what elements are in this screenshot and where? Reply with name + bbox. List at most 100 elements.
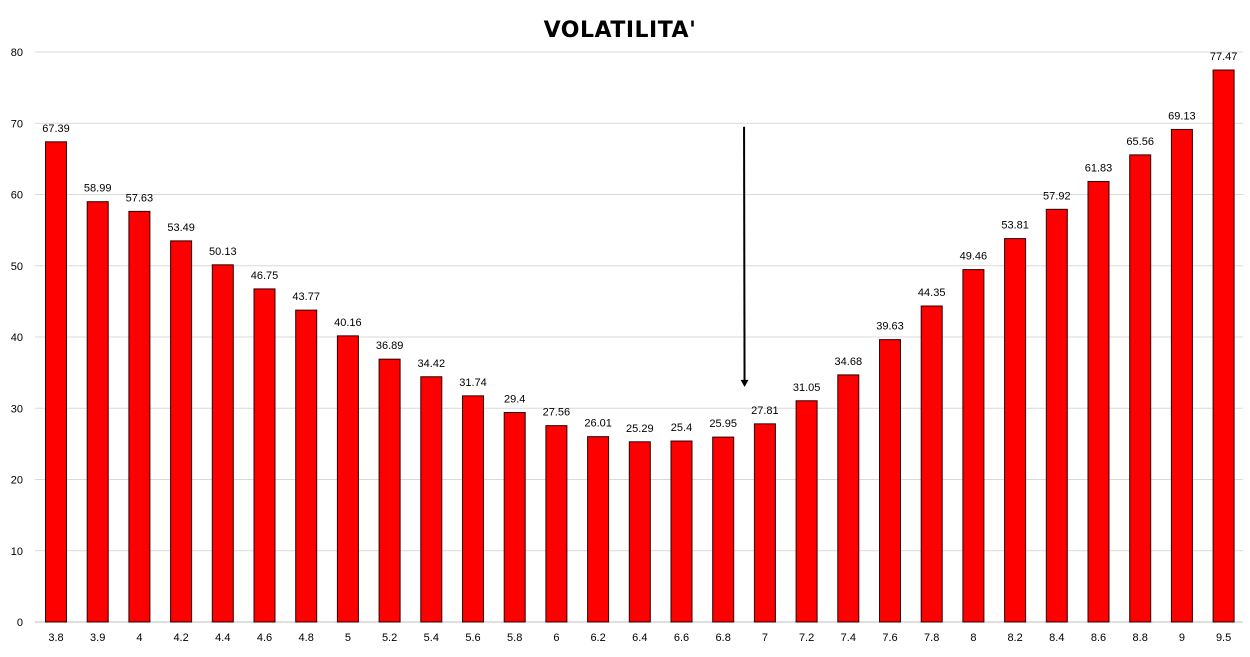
data-label: 53.49 — [167, 222, 195, 234]
bar — [45, 141, 67, 623]
data-label: 53.81 — [1001, 220, 1029, 232]
y-tick-label: 60 — [11, 190, 23, 202]
data-label: 57.92 — [1043, 190, 1071, 202]
x-tick-label: 8.6 — [1091, 632, 1106, 644]
bar — [462, 395, 484, 623]
x-tick-label: 9 — [1179, 632, 1185, 644]
data-label: 36.89 — [376, 340, 404, 352]
bar — [795, 400, 818, 623]
data-label: 49.46 — [960, 251, 988, 263]
data-label: 34.42 — [418, 358, 446, 370]
bar — [1004, 238, 1027, 623]
bar — [920, 305, 943, 623]
x-tick-label: 4.2 — [173, 632, 188, 644]
y-tick-label: 10 — [11, 546, 23, 558]
chart-title: VOLATILITA' — [543, 18, 697, 43]
y-axis-ticks: 0 10 20 30 40 50 60 70 80 — [11, 47, 23, 629]
data-label: 67.39 — [42, 123, 70, 135]
data-label: 27.81 — [751, 405, 779, 417]
bars — [45, 69, 1235, 623]
bar — [545, 425, 568, 623]
data-label: 25.29 — [626, 423, 654, 435]
bar — [336, 335, 359, 623]
bar — [1129, 154, 1152, 623]
data-label: 31.74 — [459, 377, 487, 389]
x-tick-label: 5.8 — [507, 632, 522, 644]
x-tick-label: 6.6 — [674, 632, 689, 644]
x-tick-label: 4.6 — [257, 632, 272, 644]
x-tick-label: 9.5 — [1216, 632, 1231, 644]
x-tick-label: 5.2 — [382, 632, 397, 644]
x-tick-label: 7.4 — [841, 632, 856, 644]
x-tick-label: 6.8 — [716, 632, 731, 644]
y-tick-label: 30 — [11, 403, 23, 415]
x-tick-label: 7.8 — [924, 632, 939, 644]
x-axis-ticks: 3.8 3.9 4 4.2 4.4 4.6 4.8 5 5.2 5.4 5.6 5.8 6 6.2 6.4 6… — [48, 632, 1231, 644]
bar — [712, 436, 735, 623]
x-tick-label: 3.9 — [90, 632, 105, 644]
bar — [420, 376, 443, 623]
data-label: 27.56 — [543, 407, 571, 419]
data-label: 40.16 — [334, 317, 362, 329]
data-label: 31.05 — [793, 382, 821, 394]
data-label: 44.35 — [918, 287, 946, 299]
x-tick-label: 3.8 — [48, 632, 63, 644]
data-label: 69.13 — [1168, 110, 1196, 122]
bar — [211, 264, 234, 623]
data-label: 26.01 — [584, 418, 612, 430]
data-label: 61.83 — [1085, 162, 1113, 174]
x-tick-label: 7.6 — [882, 632, 897, 644]
x-tick-label: 6.2 — [590, 632, 605, 644]
bar — [253, 288, 276, 623]
x-tick-label: 6 — [553, 632, 559, 644]
x-tick-label: 5 — [345, 632, 351, 644]
x-tick-label: 8 — [970, 632, 976, 644]
bar — [1087, 180, 1110, 623]
x-tick-label: 7.2 — [799, 632, 814, 644]
data-label: 34.68 — [835, 356, 863, 368]
bar — [753, 423, 776, 623]
x-tick-label: 4 — [136, 632, 142, 644]
data-label: 50.13 — [209, 246, 237, 258]
x-tick-label: 5.4 — [424, 632, 439, 644]
y-tick-label: 40 — [11, 332, 23, 344]
bar — [295, 309, 318, 623]
data-label: 39.63 — [876, 321, 904, 333]
annotations — [740, 126, 749, 387]
y-tick-label: 50 — [11, 261, 23, 273]
x-tick-label: 8.2 — [1007, 632, 1022, 644]
data-label: 65.56 — [1126, 136, 1154, 148]
bar — [879, 339, 901, 623]
bar — [962, 269, 985, 623]
data-label: 43.77 — [292, 291, 320, 303]
bar — [587, 436, 610, 623]
annotation-arrow-head — [740, 379, 749, 387]
data-label: 25.4 — [671, 422, 692, 434]
annotation-arrow-shaft — [743, 126, 746, 382]
y-tick-label: 20 — [11, 475, 23, 487]
bar — [503, 412, 526, 623]
x-tick-label: 6.4 — [632, 632, 647, 644]
bar — [170, 240, 193, 623]
data-labels: 67.39 58.99 57.63 53.49 50.13 46.75 43.77 40.16… — [42, 51, 1237, 435]
y-tick-label: 70 — [11, 118, 23, 130]
bar — [837, 374, 860, 623]
x-tick-label: 4.8 — [299, 632, 314, 644]
bar — [86, 201, 109, 623]
x-tick-label: 8.4 — [1049, 632, 1064, 644]
x-tick-label: 5.6 — [465, 632, 480, 644]
data-label: 25.95 — [709, 418, 737, 430]
x-tick-label: 7 — [762, 632, 768, 644]
bar — [670, 440, 693, 623]
x-tick-label: 4.4 — [215, 632, 230, 644]
x-tick-label: 8.8 — [1133, 632, 1148, 644]
data-label: 77.47 — [1210, 51, 1238, 63]
data-label: 29.4 — [504, 394, 525, 406]
data-label: 57.63 — [126, 192, 154, 204]
bar — [1212, 69, 1235, 623]
data-label: 46.75 — [251, 270, 279, 282]
data-label: 58.99 — [84, 183, 112, 195]
y-tick-label: 0 — [17, 617, 23, 629]
bar — [1045, 208, 1068, 623]
